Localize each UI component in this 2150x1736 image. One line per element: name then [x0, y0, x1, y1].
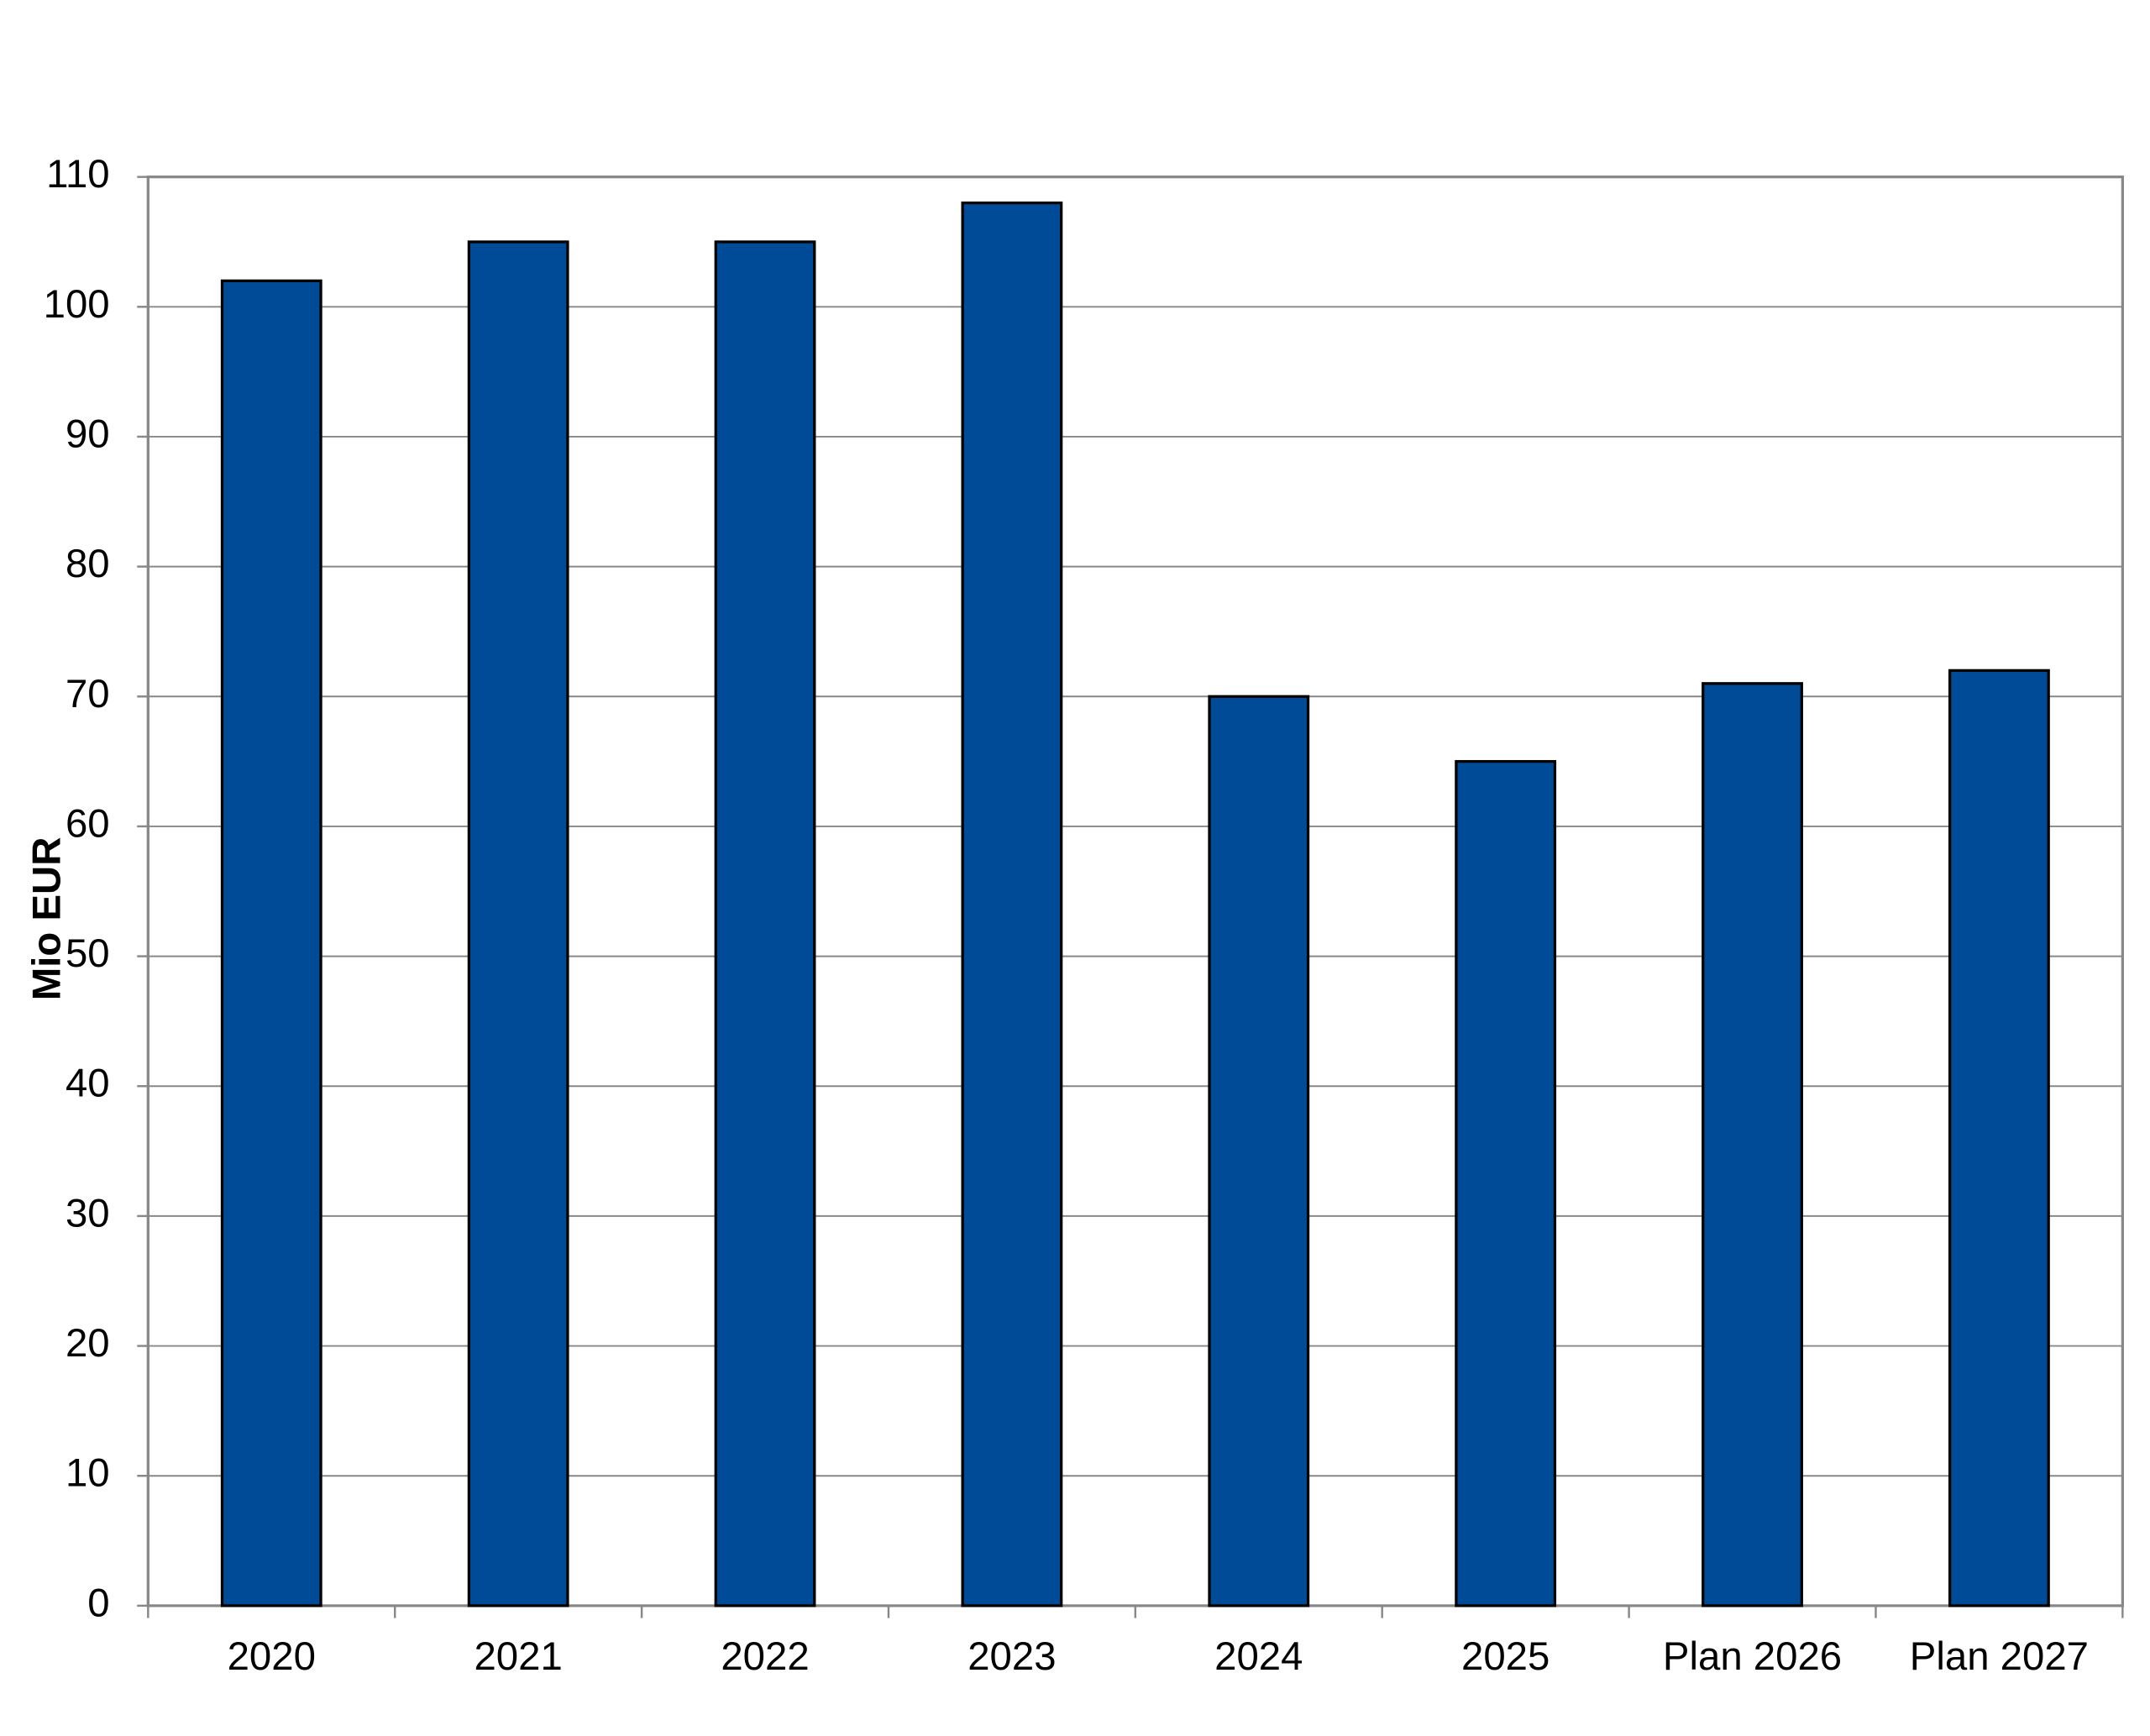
bar	[714, 240, 816, 1608]
y-tick-label: 90	[66, 412, 110, 456]
bar	[1702, 682, 1803, 1608]
bar	[961, 201, 1063, 1608]
y-tick-label: 100	[44, 282, 110, 327]
y-tick-label: 0	[87, 1581, 109, 1625]
y-tick-label: 50	[66, 931, 110, 976]
x-tick-label: Plan 2026	[1663, 1634, 1842, 1679]
x-tick-label: 2025	[1461, 1634, 1550, 1679]
bar	[1948, 669, 2050, 1608]
bar	[1208, 695, 1310, 1608]
x-tick-label: 2023	[968, 1634, 1056, 1679]
x-tick-label: 2024	[1214, 1634, 1303, 1679]
y-tick-label: 80	[66, 542, 110, 586]
x-tick-label: Plan 2027	[1910, 1634, 2089, 1679]
plot-border	[146, 176, 2124, 1608]
y-tick-label: 30	[66, 1191, 110, 1235]
bar	[1455, 759, 1557, 1608]
x-tick-label: 2021	[474, 1634, 562, 1679]
x-tick-label: 2022	[721, 1634, 809, 1679]
y-tick-label: 110	[46, 152, 109, 197]
x-tick-label: 2020	[228, 1634, 316, 1679]
y-axis-label: Mio EUR	[24, 837, 69, 1001]
bar	[220, 279, 322, 1608]
y-tick-label: 20	[66, 1321, 110, 1366]
bar	[467, 240, 569, 1608]
y-tick-label: 40	[66, 1062, 110, 1106]
y-tick-label: 60	[66, 801, 110, 846]
y-tick-label: 10	[66, 1451, 110, 1496]
y-tick-label: 70	[66, 672, 110, 716]
